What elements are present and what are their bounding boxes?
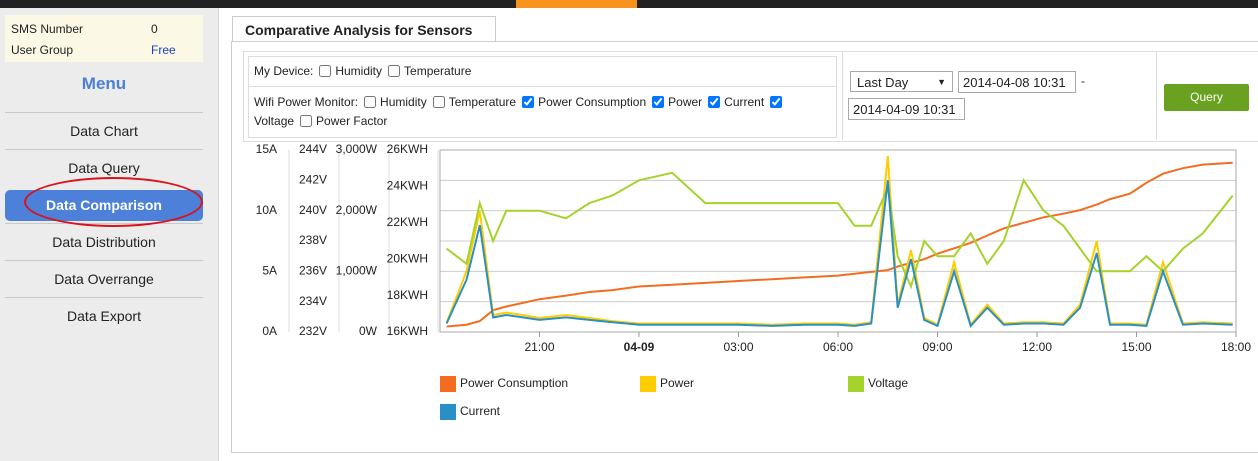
query-button[interactable]: Query [1164, 84, 1249, 111]
y-tick-label: 1,000W [336, 264, 378, 278]
group-label: My Device: [254, 64, 314, 78]
y-tick-label: 0A [262, 324, 277, 338]
checkbox-label: Temperature [404, 64, 472, 78]
x-tick-label: 15:00 [1121, 340, 1151, 354]
info-value: Free [151, 43, 176, 57]
y-tick-label: 24KWH [387, 179, 428, 193]
y-tick-label: 236V [299, 264, 327, 278]
y-tick-label: 0W [359, 324, 378, 338]
info-label: SMS Number [11, 22, 84, 36]
y-tick-label: 22KWH [387, 215, 428, 229]
menu-item[interactable]: Data Overrange [5, 260, 203, 297]
x-tick-label: 09:00 [922, 340, 952, 354]
info-value: 0 [151, 22, 158, 36]
checkbox[interactable] [522, 96, 535, 108]
tab[interactable]: Comparative Analysis for Sensors [232, 16, 496, 41]
y-tick-label: 18KWH [387, 288, 428, 302]
wifi-row: Wifi Power Monitor: Humidity Temperature Po… [254, 93, 799, 131]
device-box: My Device: Humidity Temperature Wifi Power… [248, 56, 837, 138]
checkbox-label: Humidity [380, 95, 427, 109]
checkbox-label: Current [724, 95, 765, 109]
y-tick-label: 15A [256, 142, 277, 156]
filter-box [243, 51, 1258, 142]
y-tick-label: 2,000W [336, 203, 378, 217]
highlight-ellipse [24, 177, 203, 227]
select-arrow: ▼ [937, 77, 946, 87]
range-select[interactable]: Last Day ▼ [850, 71, 953, 92]
y-tick-label: 244V [299, 142, 327, 156]
date-from[interactable]: 2014-04-08 10:31 [958, 71, 1076, 93]
legend-swatch [440, 404, 456, 420]
y-tick-label: 232V [299, 324, 327, 338]
checkbox[interactable] [708, 96, 721, 108]
checkbox[interactable] [364, 96, 377, 108]
series-line [446, 161, 1233, 328]
checkbox-label: Power Factor [316, 114, 388, 128]
y-tick-label: 242V [299, 173, 327, 187]
x-tick-label: 06:00 [823, 340, 853, 354]
x-tick-label: 21:00 [524, 340, 554, 354]
x-tick-label: 18:00 [1221, 340, 1251, 354]
y-tick-label: 10A [256, 203, 277, 217]
y-tick-label: 26KWH [387, 142, 428, 156]
divider [1156, 51, 1157, 140]
date-separator: - [1081, 74, 1085, 88]
legend-label: Power Consumption [460, 376, 568, 390]
series-line [445, 180, 1233, 328]
my-device-row: My Device: Humidity Temperature [254, 62, 814, 81]
series-line [445, 171, 1234, 290]
y-tick-label: 234V [299, 294, 327, 308]
menu-title: Menu [81, 74, 127, 93]
legend-swatch [848, 376, 864, 392]
checkbox[interactable] [319, 65, 332, 77]
divider [842, 51, 843, 140]
info-label: User Group [11, 43, 74, 57]
group-label: Wifi Power Monitor: [254, 95, 359, 109]
sidebar [0, 8, 219, 461]
account-info: SMS Number 0 User Group Free [5, 15, 203, 62]
y-tick-label: 20KWH [387, 251, 428, 265]
legend-label: Current [460, 404, 501, 418]
x-tick-label: 03:00 [723, 340, 753, 354]
legend-label: Power [660, 376, 694, 390]
menu-item[interactable]: Data Export [5, 297, 203, 334]
legend-swatch [440, 376, 456, 392]
checkbox-label: Power [668, 95, 703, 109]
legend-swatch [640, 376, 656, 392]
legend-label: Voltage [868, 376, 908, 390]
checkbox[interactable] [652, 96, 665, 108]
y-tick-label: 16KWH [387, 324, 428, 338]
menu-item[interactable]: Data Query [5, 149, 203, 186]
separator [249, 86, 836, 87]
panel [231, 41, 1258, 453]
menu-item[interactable]: Data Chart [5, 112, 203, 149]
top-bar-active [516, 0, 637, 8]
checkbox-label: Temperature [448, 95, 517, 109]
checkbox-label: Voltage [254, 114, 295, 128]
y-tick-label: 240V [299, 203, 327, 217]
y-tick-label: 5A [262, 264, 277, 278]
checkbox[interactable] [770, 96, 783, 108]
series-line [445, 156, 1233, 327]
x-tick-label: 12:00 [1022, 340, 1052, 354]
checkbox[interactable] [432, 96, 445, 108]
checkbox-label: Power Consumption [538, 95, 647, 109]
checkbox-label: Humidity [335, 64, 383, 78]
select-text: Last Day [857, 75, 909, 90]
y-tick-label: 238V [299, 233, 327, 247]
y-tick-label: 3,000W [336, 142, 378, 156]
checkbox[interactable] [300, 115, 313, 127]
date-to[interactable]: 2014-04-09 10:31 [848, 98, 965, 120]
x-tick-label: 04-09 [624, 340, 655, 354]
checkbox[interactable] [388, 65, 401, 77]
